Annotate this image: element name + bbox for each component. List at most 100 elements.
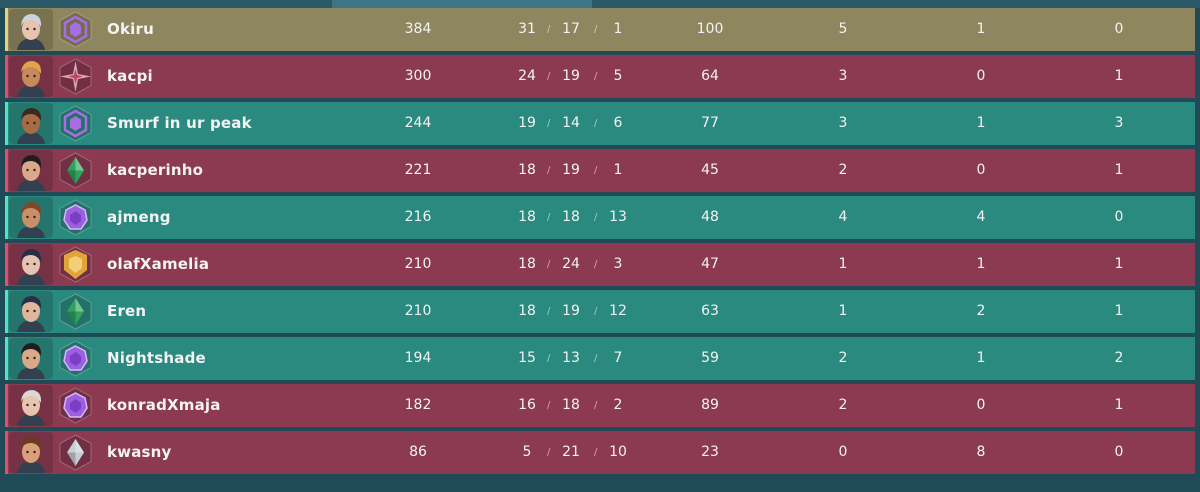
- player-name[interactable]: Okiru: [107, 20, 154, 38]
- adr-value: 89: [701, 397, 719, 413]
- kills-value: 18: [518, 303, 536, 319]
- team-edge-marker: [5, 149, 8, 192]
- scoreboard-header-strip: [0, 0, 1200, 8]
- kda-separator: /: [594, 165, 598, 176]
- kda-separator: /: [594, 259, 598, 270]
- player-name[interactable]: konradXmaja: [107, 396, 221, 414]
- player-name[interactable]: kwasny: [107, 443, 172, 461]
- adr-value: 77: [701, 115, 719, 131]
- kda-separator: /: [547, 118, 551, 129]
- team-edge-marker: [5, 196, 8, 239]
- scoreboard: Okiru 384 31/17/1 100 5 1 0 kacpi 300 24/19/5 64 3 0…: [5, 8, 1195, 478]
- acs-value: 86: [409, 444, 427, 460]
- plants-value: 0: [1114, 21, 1124, 37]
- adr-value: 64: [701, 68, 719, 84]
- first-deaths-value: 4: [976, 209, 986, 225]
- kda-separator: /: [594, 447, 598, 458]
- acs-value: 300: [404, 68, 432, 84]
- acs-value: 221: [404, 162, 432, 178]
- player-row[interactable]: Eren 210 18/19/12 63 1 2 1: [5, 290, 1195, 333]
- team-edge-marker: [5, 8, 8, 51]
- first-bloods-value: 2: [838, 397, 848, 413]
- deaths-value: 19: [562, 162, 580, 178]
- adr-value: 48: [701, 209, 719, 225]
- plants-value: 0: [1114, 209, 1124, 225]
- agent-portrait-icon: [9, 56, 53, 97]
- player-row[interactable]: olafXamelia 210 18 / 24 / 3 47 1 1 1: [5, 243, 1195, 286]
- player-row[interactable]: Nightshade 194 15 / 13 / 7 59 2 1 2: [5, 337, 1195, 380]
- kills-value: 5: [522, 444, 532, 460]
- plants-value: 0: [1114, 444, 1124, 460]
- kda-separator: /: [547, 400, 551, 411]
- agent-portrait-icon: [9, 432, 53, 473]
- kills-value: 18: [518, 256, 536, 272]
- player-row[interactable]: ajmeng 216 18 / 18 / 13 48 4 4 0: [5, 196, 1195, 239]
- amethyst-round-rank-icon: [57, 340, 94, 377]
- radiant-star-rank-icon: [57, 58, 94, 95]
- kda-separator: /: [547, 353, 551, 364]
- gold-rank-icon: [57, 246, 94, 283]
- first-deaths-value: 0: [976, 162, 986, 178]
- adr-value: 100: [696, 21, 724, 37]
- amethyst-round-rank-icon: [57, 199, 94, 236]
- team-edge-marker: [5, 431, 8, 474]
- plants-value: 1: [1114, 256, 1124, 272]
- kda-separator: /: [594, 71, 598, 82]
- deaths-value: 19: [562, 303, 580, 319]
- agent-portrait-icon: [9, 9, 53, 50]
- agent-portrait-icon: [9, 291, 53, 332]
- player-row[interactable]: kacperinho 221 18 / 19 / 1 45 2 0 1: [5, 149, 1195, 192]
- player-name[interactable]: olafXamelia: [107, 255, 210, 273]
- player-name[interactable]: Smurf in ur peak: [107, 114, 252, 132]
- first-bloods-value: 2: [838, 350, 848, 366]
- player-row[interactable]: Smurf in ur peak 244 19 / 14 / 6 77 3 1 3: [5, 102, 1195, 145]
- player-row[interactable]: konradXmaja 182 16 / 18 / 2 89 2 0 1: [5, 384, 1195, 427]
- kills-value: 24: [518, 68, 536, 84]
- acs-value: 210: [404, 303, 432, 319]
- adr-value: 59: [701, 350, 719, 366]
- team-edge-marker: [5, 384, 8, 427]
- kda-separator: /: [547, 447, 551, 458]
- adr-value: 45: [701, 162, 719, 178]
- kda-separator: /: [547, 306, 551, 317]
- acs-value: 216: [404, 209, 432, 225]
- first-bloods-value: 2: [838, 162, 848, 178]
- player-name[interactable]: ajmeng: [107, 208, 171, 226]
- assists-value: 10: [609, 444, 627, 460]
- player-row[interactable]: Okiru 384 31 / 17 / 1 100 5 1 0: [5, 8, 1195, 51]
- first-deaths-value: 8: [976, 444, 986, 460]
- agent-portrait-icon: [9, 103, 53, 144]
- first-deaths-value: 0: [976, 68, 986, 84]
- player-name[interactable]: kacperinho: [107, 161, 204, 179]
- kills-value: 19: [518, 115, 536, 131]
- first-deaths-value: 2: [976, 303, 986, 319]
- agent-portrait-icon: [9, 150, 53, 191]
- assists-value: 13: [609, 209, 627, 225]
- acs-value: 210: [404, 256, 432, 272]
- first-bloods-value: 5: [838, 21, 848, 37]
- kda-separator: /: [547, 165, 551, 176]
- header-highlight: [332, 0, 592, 8]
- kda-separator: /: [594, 306, 598, 317]
- plants-value: 1: [1114, 162, 1124, 178]
- player-name[interactable]: kacpi: [107, 67, 153, 85]
- plants-value: 3: [1114, 115, 1124, 131]
- team-edge-marker: [5, 102, 8, 145]
- first-deaths-value: 1: [976, 115, 986, 131]
- player-row[interactable]: kwasny 86 5 / 21 / 10 23 0 8 0: [5, 431, 1195, 474]
- kda-separator: /: [594, 353, 598, 364]
- emerald-rank-icon: [57, 152, 94, 189]
- player-name[interactable]: Nightshade: [107, 349, 206, 367]
- kills-value: 15: [518, 350, 536, 366]
- assists-value: 5: [613, 68, 623, 84]
- first-deaths-value: 1: [976, 21, 986, 37]
- player-name[interactable]: Eren: [107, 302, 147, 320]
- player-row[interactable]: kacpi 300 24 / 19 / 5 64 3 0 1: [5, 55, 1195, 98]
- assists-value: 6: [613, 115, 623, 131]
- kda-separator: /: [594, 118, 598, 129]
- first-bloods-value: 4: [838, 209, 848, 225]
- kda-separator: /: [594, 24, 598, 35]
- kda-separator: /: [594, 212, 598, 223]
- kills-value: 18: [518, 209, 536, 225]
- deaths-value: 19: [562, 68, 580, 84]
